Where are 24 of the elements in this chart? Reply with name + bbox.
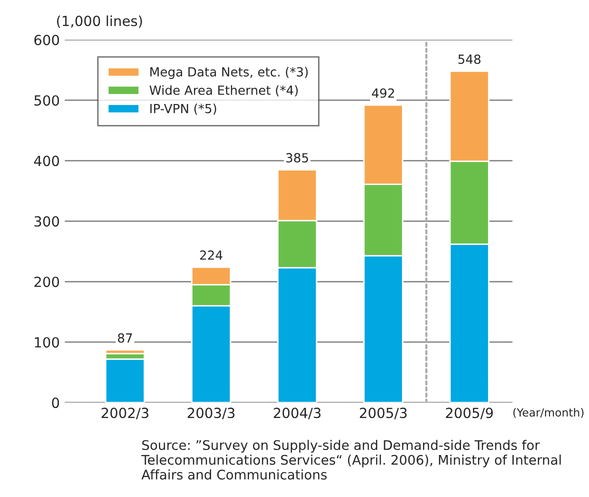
total-label: 492 [372, 88, 394, 98]
total-label: 224 [200, 250, 222, 260]
y-tick-label: 600 [34, 34, 60, 46]
y-tick-label: 500 [34, 95, 60, 106]
bar [104, 358, 146, 403]
y-tick-label: 400 [34, 156, 60, 166]
x-tick-label: 2002/3 [102, 408, 148, 420]
total-label: 548 [458, 54, 480, 64]
x-axis-title: (Year/month) [513, 408, 584, 418]
y-axis-title: (1,000 lines) [57, 15, 142, 28]
x-tick-label: 2005/9 [446, 408, 493, 420]
y-tick-label: 100 [34, 337, 60, 348]
x-tick-label: 2005/3 [360, 408, 407, 420]
y-tick-label: 200 [34, 276, 60, 288]
y-tick-label: 300 [34, 216, 60, 227]
x-tick-label: 2004/3 [274, 408, 321, 420]
total-label: 87 [118, 333, 132, 343]
source-note: Source: ”Survey on Supply-side and Demand-side Trends for Telecommunications Services“ (April. 2006), Ministry of Internal Affairs and Communications [141, 440, 561, 480]
legend-label: Wide Area Ethernet (*4) [150, 85, 298, 96]
total-label: 385 [286, 153, 308, 163]
legend-label: IP-VPN (*5) [150, 104, 216, 115]
y-tick-label: 0 [52, 398, 60, 408]
legend-label: Mega Data Nets, etc. (*3) [150, 66, 308, 79]
x-tick-label: 2003/3 [188, 408, 234, 420]
